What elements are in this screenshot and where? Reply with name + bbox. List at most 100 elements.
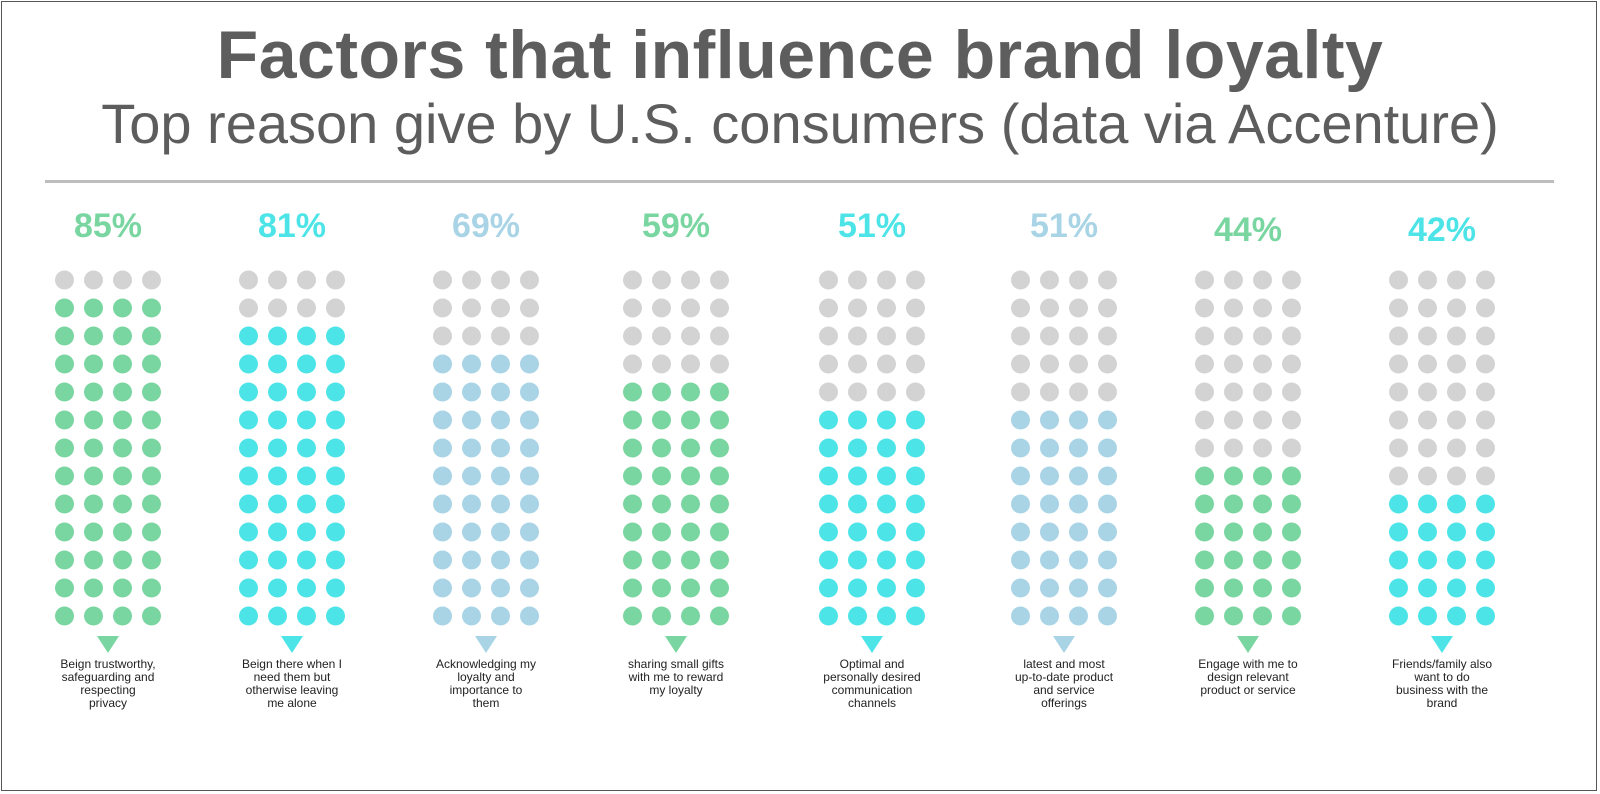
filled-dot (55, 326, 74, 346)
filled-dot (433, 606, 452, 626)
filled-dot (491, 438, 510, 458)
empty-dot (491, 298, 510, 318)
filled-dot (1069, 606, 1088, 626)
filled-dot (55, 494, 74, 514)
filled-dot (1389, 550, 1408, 570)
empty-dot (1224, 270, 1243, 290)
empty-dot (1195, 298, 1214, 318)
filled-dot (710, 466, 729, 486)
filled-dot (652, 578, 671, 598)
filled-dot (520, 410, 539, 430)
empty-dot (1282, 410, 1301, 430)
filled-dot (1253, 550, 1272, 570)
factor-caption-line: my loyalty (649, 683, 702, 697)
factor-caption-line: product or service (1200, 683, 1296, 697)
filled-dot (326, 410, 345, 430)
factor-caption-line: loyalty and (457, 670, 514, 684)
filled-dot (1418, 578, 1437, 598)
filled-dot (462, 382, 481, 402)
factor-caption-line: Acknowledging my (436, 657, 536, 671)
empty-dot (1195, 438, 1214, 458)
factor-caption-line: Optimal and (840, 657, 905, 671)
filled-dot (84, 354, 103, 374)
empty-dot (1476, 326, 1495, 346)
filled-dot (906, 578, 925, 598)
empty-dot (1098, 382, 1117, 402)
filled-dot (1098, 438, 1117, 458)
filled-dot (55, 550, 74, 570)
filled-dot (491, 382, 510, 402)
empty-dot (1418, 298, 1437, 318)
filled-dot (84, 410, 103, 430)
factor-caption-line: personally desired (823, 670, 920, 684)
filled-dot (1476, 550, 1495, 570)
empty-dot (906, 382, 925, 402)
filled-dot (848, 466, 867, 486)
empty-dot (681, 326, 700, 346)
filled-dot (326, 438, 345, 458)
filled-dot (1098, 606, 1117, 626)
filled-dot (1447, 578, 1466, 598)
filled-dot (297, 354, 316, 374)
down-arrow-icon (1431, 636, 1453, 653)
filled-dot (819, 522, 838, 542)
filled-dot (681, 382, 700, 402)
factor-caption-line: latest and most (1023, 657, 1105, 671)
filled-dot (1098, 466, 1117, 486)
empty-dot (297, 270, 316, 290)
empty-dot (877, 326, 896, 346)
empty-dot (433, 326, 452, 346)
filled-dot (142, 606, 161, 626)
filled-dot (1224, 522, 1243, 542)
empty-dot (520, 326, 539, 346)
filled-dot (1069, 494, 1088, 514)
down-arrow-icon (1053, 636, 1075, 653)
filled-dot (1011, 522, 1030, 542)
factor-caption-line: me alone (267, 696, 317, 710)
filled-dot (1040, 438, 1059, 458)
filled-dot (55, 606, 74, 626)
filled-dot (652, 466, 671, 486)
filled-dot (1418, 550, 1437, 570)
filled-dot (877, 410, 896, 430)
filled-dot (1282, 522, 1301, 542)
empty-dot (1476, 438, 1495, 458)
filled-dot (1069, 466, 1088, 486)
filled-dot (819, 438, 838, 458)
filled-dot (1040, 578, 1059, 598)
filled-dot (819, 466, 838, 486)
filled-dot (681, 494, 700, 514)
empty-dot (1098, 326, 1117, 346)
percentage-label: 59% (642, 207, 710, 245)
filled-dot (491, 466, 510, 486)
filled-dot (652, 382, 671, 402)
filled-dot (142, 550, 161, 570)
empty-dot (1011, 298, 1030, 318)
factor-caption-line: communication (832, 683, 913, 697)
filled-dot (819, 606, 838, 626)
filled-dot (268, 466, 287, 486)
filled-dot (239, 438, 258, 458)
filled-dot (84, 606, 103, 626)
empty-dot (710, 326, 729, 346)
empty-dot (1195, 270, 1214, 290)
filled-dot (1069, 522, 1088, 542)
filled-dot (142, 466, 161, 486)
filled-dot (710, 522, 729, 542)
filled-dot (491, 410, 510, 430)
empty-dot (623, 270, 642, 290)
empty-dot (1253, 298, 1272, 318)
factor-caption-line: Beign there when I (242, 657, 342, 671)
empty-dot (877, 270, 896, 290)
empty-dot (1098, 298, 1117, 318)
filled-dot (142, 326, 161, 346)
filled-dot (1011, 550, 1030, 570)
filled-dot (623, 410, 642, 430)
percentage-label: 81% (258, 207, 326, 245)
down-arrow-icon (97, 636, 119, 653)
filled-dot (297, 382, 316, 402)
filled-dot (1476, 522, 1495, 542)
filled-dot (297, 410, 316, 430)
